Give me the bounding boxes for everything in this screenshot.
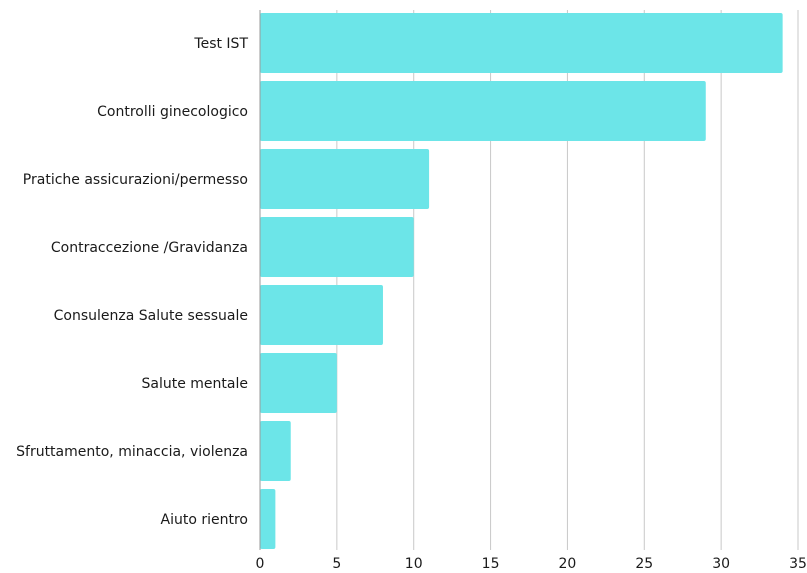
- bars: [260, 13, 783, 549]
- bar: [260, 489, 276, 549]
- bar: [260, 13, 783, 73]
- bar: [260, 285, 383, 345]
- bar: [260, 81, 706, 141]
- category-label: Controlli ginecologico: [97, 104, 248, 120]
- x-tick-label: 10: [405, 556, 423, 572]
- category-label: Aiuto rientro: [161, 512, 248, 528]
- x-tick-labels: 0 5 10 15 20 25 30 35: [256, 556, 807, 572]
- category-label: Consulenza Salute sessuale: [54, 308, 248, 324]
- bar: [260, 149, 430, 209]
- category-label: Salute mentale: [142, 376, 248, 392]
- x-tick-label: 30: [712, 556, 730, 572]
- x-tick-label: 35: [789, 556, 807, 572]
- x-tick-label: 0: [256, 556, 265, 572]
- bar: [260, 353, 337, 413]
- category-label: Sfruttamento, minaccia, violenza: [16, 444, 248, 460]
- category-label: Test IST: [193, 36, 248, 52]
- bar: [260, 421, 291, 481]
- x-tick-label: 25: [635, 556, 653, 572]
- x-tick-label: 5: [332, 556, 341, 572]
- category-labels: Test IST Controlli ginecologico Pratiche a…: [16, 36, 248, 528]
- category-label: Pratiche assicurazioni/permesso: [23, 172, 248, 188]
- x-tick-label: 15: [482, 556, 500, 572]
- category-label: Contraccezione /Gravidanza: [51, 240, 248, 256]
- x-tick-label: 20: [559, 556, 577, 572]
- bar: [260, 217, 414, 277]
